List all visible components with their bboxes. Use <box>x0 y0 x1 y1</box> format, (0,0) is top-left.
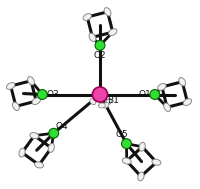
Ellipse shape <box>89 33 96 42</box>
Text: O5: O5 <box>115 130 128 139</box>
Text: O1: O1 <box>138 90 151 99</box>
Circle shape <box>37 90 47 99</box>
Ellipse shape <box>19 148 25 157</box>
Ellipse shape <box>12 102 19 111</box>
Ellipse shape <box>158 84 166 90</box>
Circle shape <box>122 139 131 149</box>
Ellipse shape <box>109 29 117 36</box>
Ellipse shape <box>7 83 15 89</box>
Circle shape <box>95 40 105 50</box>
Circle shape <box>92 87 108 102</box>
Ellipse shape <box>83 14 91 20</box>
Text: B1: B1 <box>107 96 119 105</box>
Ellipse shape <box>183 99 192 105</box>
Ellipse shape <box>90 99 96 105</box>
Ellipse shape <box>99 103 105 108</box>
Ellipse shape <box>122 158 131 164</box>
Ellipse shape <box>102 103 109 108</box>
Text: O3: O3 <box>46 90 59 99</box>
Ellipse shape <box>35 162 44 168</box>
Ellipse shape <box>32 98 40 105</box>
Ellipse shape <box>30 132 39 139</box>
Text: O2: O2 <box>94 51 106 60</box>
Ellipse shape <box>138 172 144 181</box>
Ellipse shape <box>179 77 186 86</box>
Circle shape <box>49 128 59 138</box>
Ellipse shape <box>139 142 145 151</box>
Text: O4: O4 <box>55 122 68 131</box>
Ellipse shape <box>152 159 161 165</box>
Ellipse shape <box>104 8 111 16</box>
Ellipse shape <box>48 143 54 152</box>
Circle shape <box>150 90 160 99</box>
Ellipse shape <box>28 77 34 85</box>
Ellipse shape <box>106 98 112 105</box>
Ellipse shape <box>164 103 171 112</box>
